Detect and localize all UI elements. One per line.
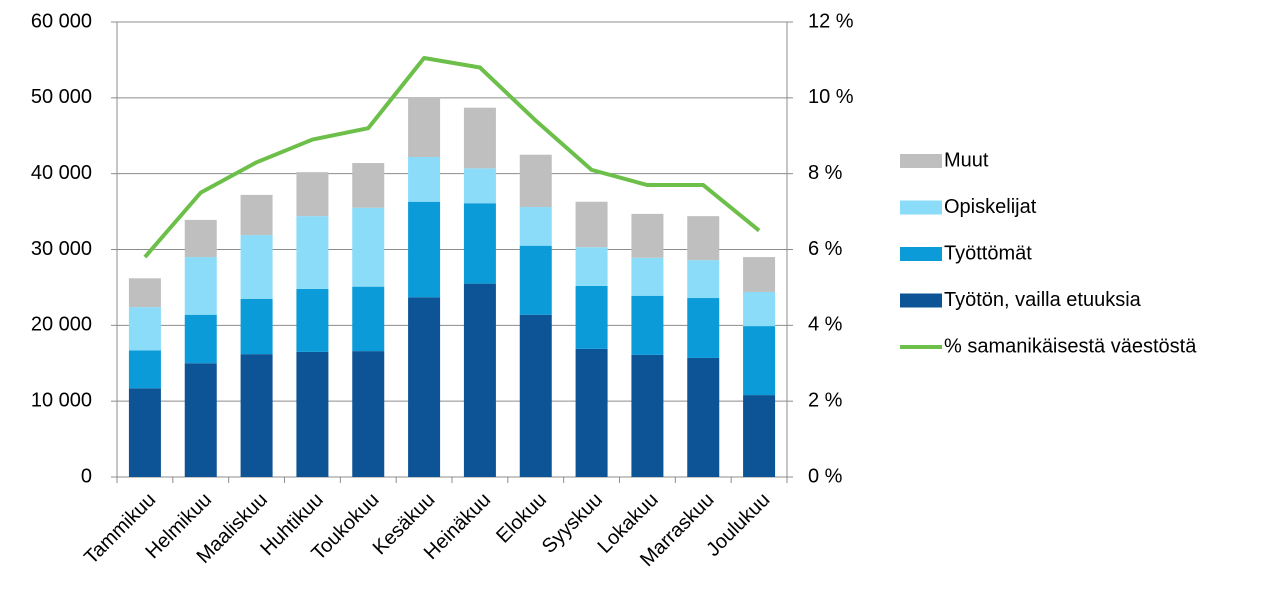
y2-tick-label: 2 % [808,389,843,411]
y2-tick-label: 8 % [808,162,843,184]
bar-segment [240,194,273,236]
bar-segment [408,97,441,157]
bar-segment [240,235,273,299]
bar-segment [352,207,385,287]
bar-segment [184,219,217,258]
x-tick-label: Tammikuu [80,489,160,569]
bar-segment [687,260,720,299]
bar-segment [128,388,161,477]
y2-tick-label: 6 % [808,238,843,260]
y-tick-label: 10 000 [31,389,92,411]
bar-segment [184,363,217,477]
y-tick-label: 30 000 [31,238,92,260]
y-tick-label: 0 [81,465,92,487]
y2-tick-label: 4 % [808,314,843,336]
bar-segment [352,351,385,477]
legend-swatch [900,293,942,308]
legend-label: Työtön, vailla etuuksia [944,289,1142,311]
bar-segment [687,357,720,477]
bar-segment [575,348,608,477]
bar-segment [463,168,496,204]
bar-segment [743,326,776,396]
y-tick-label: 40 000 [31,162,92,184]
y2-tick-label: 12 % [808,10,854,32]
bar-segment [184,314,217,364]
bar-segment [687,298,720,358]
legend-swatch [900,200,942,215]
legend-label: Muut [944,149,989,171]
y-tick-label: 50 000 [31,86,92,108]
legend-label: Työttömät [944,242,1032,264]
bar-segment [352,286,385,352]
bar-segment [296,216,329,289]
bar-segment [519,314,552,477]
bar-segment [128,350,161,389]
legend-label: Opiskelijat [944,196,1037,218]
y2-tick-label: 0 % [808,465,843,487]
y2-tick-label: 10 % [808,86,854,108]
y-tick-label: 20 000 [31,314,92,336]
bar-segment [352,163,385,208]
bar-segment [408,201,441,298]
bar-segment [296,351,329,477]
bar-segment [631,257,664,296]
legend-swatch [900,154,942,168]
bar-segment [184,257,217,315]
bar-segment [743,291,776,327]
bar-segment [463,107,496,169]
bar-segment [575,247,608,286]
bar-segment [408,156,441,202]
bar-segment [519,207,552,246]
bar-segment [519,245,552,315]
legend-label: % samanikäisestä väestöstä [944,335,1197,357]
bar-segment [631,295,664,355]
bar-segment [240,354,273,477]
legend-swatch [900,247,942,261]
bar-segment [687,216,720,261]
bar-segment [240,298,273,355]
bar-segment [575,285,608,349]
bar-segment [408,297,441,477]
bar-segment [463,203,496,284]
bar-segment [743,257,776,292]
bar-segment [743,395,776,477]
bar-segment [463,283,496,477]
line-series [143,56,761,259]
bar-segment [296,288,329,352]
bar-segment [631,354,664,477]
bar-segment [631,213,664,258]
bar-segment [575,201,608,248]
x-tick-label: Syyskuu [538,489,607,558]
bar-segment [519,154,552,208]
bar-segment [128,307,161,351]
bar-segment [296,172,329,217]
y-tick-label: 60 000 [31,10,92,32]
bar-segment [128,278,161,308]
